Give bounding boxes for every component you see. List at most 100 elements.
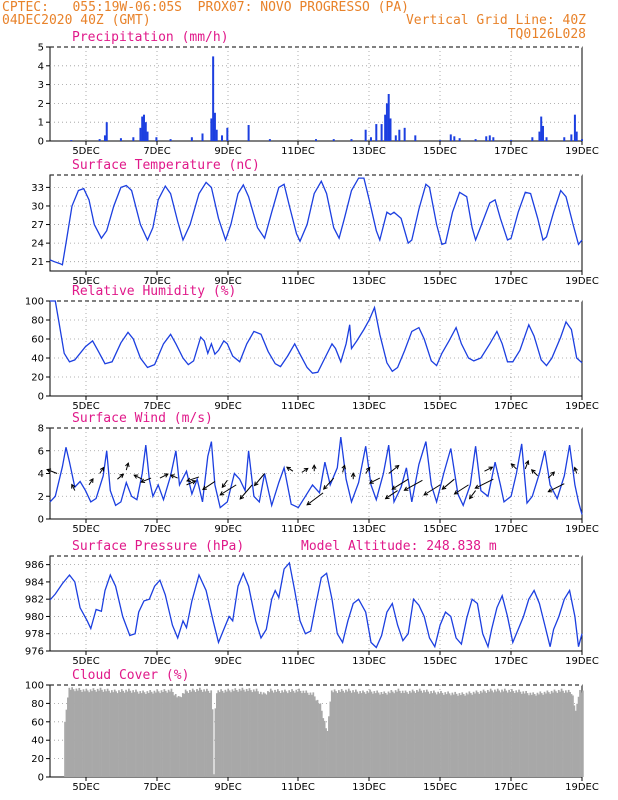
cloud-bar: [313, 696, 316, 777]
cloud-bar: [275, 691, 278, 777]
cloud-bar: [370, 691, 373, 777]
cloud-bar: [468, 691, 471, 777]
cloud-bar: [213, 774, 215, 777]
wind-arrow-head: [391, 485, 397, 490]
cloud-bar: [332, 692, 335, 777]
wind-arrow-head: [311, 464, 317, 469]
cloud-bar: [130, 692, 133, 777]
temperature-y-label: 21: [31, 257, 44, 268]
precipitation-bar: [449, 134, 452, 141]
wind-arrow: [531, 469, 539, 477]
humidity-x-label: 9DEC: [214, 401, 241, 412]
wind-arrow: [404, 479, 423, 491]
cloud-bar: [208, 692, 211, 777]
cloud-bar: [454, 691, 457, 777]
cloud-bar: [140, 693, 143, 777]
precipitation-bar: [146, 131, 149, 141]
cloud-x-label: 7DEC: [143, 782, 170, 793]
cloud-bar: [328, 716, 330, 777]
cloud-bar: [445, 694, 448, 777]
wind-arrow-head: [306, 500, 312, 506]
temperature-series-line: [49, 177, 583, 266]
cloud-bar: [481, 692, 483, 777]
cloud-bar: [570, 694, 573, 777]
cloud-bar: [102, 691, 105, 777]
wind-arrow-head: [530, 469, 536, 474]
cloud-bar: [414, 692, 417, 777]
cloud-bar: [442, 694, 445, 777]
cloud-bar: [477, 692, 479, 777]
cloud-bar: [291, 689, 293, 777]
cloud-bar: [546, 690, 549, 777]
cloud-bar: [281, 690, 283, 777]
precipitation-bar: [398, 129, 401, 141]
cloud-bar: [294, 692, 296, 777]
cloud-bar: [251, 692, 254, 777]
precipitation-bar: [190, 137, 193, 141]
cloud-bar: [347, 688, 350, 777]
cloud-bar: [126, 691, 129, 777]
temperature-x-label: 13DEC: [352, 276, 386, 287]
cloud-bar: [472, 691, 475, 777]
cloud-bar: [312, 692, 315, 777]
precipitation-bar: [385, 103, 388, 141]
cloud-bar: [333, 689, 336, 777]
wind-arrow-head: [186, 477, 191, 483]
cloud-bar: [573, 705, 576, 777]
cloud-bar: [369, 689, 371, 777]
cloud-bar: [526, 693, 529, 777]
wind-y-label: 4: [38, 469, 44, 480]
cloud-bar: [364, 693, 367, 777]
wind-arrow-head: [384, 494, 390, 500]
temperature-x-label: 9DEC: [214, 276, 241, 287]
precipitation-bar: [332, 139, 335, 141]
pressure-x-label: 7DEC: [143, 656, 170, 667]
cloud-bar: [187, 692, 190, 777]
model-altitude: Model Altitude: 248.838 m: [301, 539, 497, 554]
precipitation-x-label: 13DEC: [352, 146, 386, 157]
cloud-bar: [296, 691, 299, 777]
cloud-bar: [139, 691, 142, 777]
cloud-bar: [176, 697, 178, 777]
cloud-bar: [276, 689, 279, 777]
precipitation-x-label: 19DEC: [565, 146, 599, 157]
wind-arrow-head: [169, 474, 175, 479]
cloud-bar: [184, 689, 187, 777]
cloud-bar: [538, 694, 540, 777]
cloud-bar: [427, 691, 430, 777]
humidity-x-label: 7DEC: [143, 401, 170, 412]
wind-arrow: [140, 477, 152, 483]
cloud-bar: [215, 693, 218, 777]
cloud-bar: [71, 687, 73, 777]
cloud-bar: [207, 690, 210, 777]
cloud-bar: [437, 691, 440, 777]
cloud-bar: [241, 687, 244, 777]
precipitation-y-label: 4: [38, 61, 44, 72]
precipitation-bar: [215, 129, 218, 141]
cloud-bar: [346, 691, 349, 777]
wind-arrow: [469, 490, 477, 499]
cloud-bar: [475, 690, 478, 777]
humidity-frame: [49, 300, 583, 397]
cloud-title: Cloud Cover (%): [72, 668, 189, 683]
cloud-bar: [411, 689, 414, 777]
precipitation-bar: [155, 137, 158, 141]
wind-arrow: [342, 465, 346, 473]
cloud-bar: [400, 693, 403, 777]
cloud-bar: [467, 694, 469, 777]
cloud-bar: [441, 692, 444, 777]
cloud-bar: [343, 692, 346, 777]
cloud-bar: [342, 690, 344, 777]
temperature-x-label: 5DEC: [72, 276, 99, 287]
cloud-bar: [556, 692, 559, 777]
cloud-bar: [218, 692, 221, 777]
cloud-bar: [74, 691, 76, 777]
humidity-y-label: 60: [31, 335, 44, 346]
cloud-bar: [530, 694, 533, 777]
cloud-bar: [533, 694, 536, 777]
cloud-bar: [159, 693, 161, 777]
cloud-bar: [105, 691, 108, 777]
cloud-bar: [503, 688, 506, 777]
cloud-bar: [152, 693, 154, 777]
cloud-bar: [471, 694, 474, 777]
